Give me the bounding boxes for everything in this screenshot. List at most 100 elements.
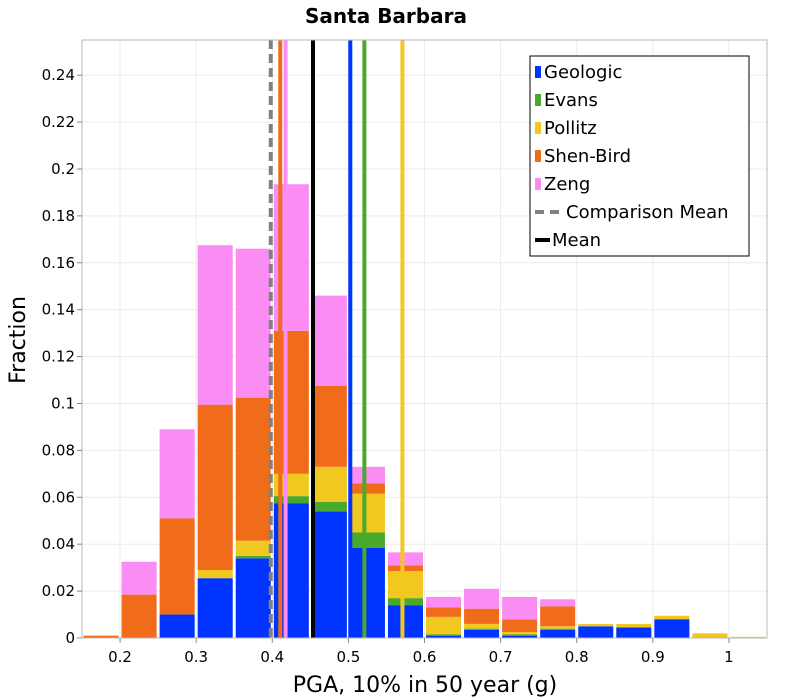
bar-pollitz bbox=[578, 623, 614, 627]
bar-geologic bbox=[464, 629, 500, 638]
x-tick-label: 0.2 bbox=[108, 648, 132, 666]
x-tick-label: 0.6 bbox=[413, 648, 437, 666]
bar-shen-bird bbox=[83, 635, 119, 638]
bar-evans bbox=[311, 501, 347, 512]
bar-shen-bird bbox=[426, 607, 462, 617]
y-tick-label: 0.22 bbox=[42, 113, 75, 131]
chart-title: Santa Barbara bbox=[305, 4, 467, 28]
bar-pollitz bbox=[502, 632, 538, 635]
mean-lines bbox=[268, 40, 405, 638]
bar-zeng bbox=[540, 599, 576, 607]
bar-zeng bbox=[121, 561, 157, 595]
bar-zeng bbox=[311, 295, 347, 386]
y-tick-label: 0.24 bbox=[42, 66, 75, 84]
bar-evans bbox=[540, 628, 576, 630]
bar-zeng bbox=[387, 552, 423, 566]
bar-shen-bird bbox=[197, 404, 233, 570]
y-tick-label: 0.18 bbox=[42, 207, 75, 225]
bar-zeng bbox=[159, 429, 195, 519]
y-tick-label: 0.04 bbox=[42, 535, 75, 553]
x-tick-label: 0.7 bbox=[489, 648, 513, 666]
bar-geologic bbox=[387, 605, 423, 638]
legend-swatch-geologic bbox=[535, 66, 541, 78]
legend-label-comparison-mean: Comparison Mean bbox=[566, 202, 729, 223]
bar-geologic bbox=[654, 619, 690, 638]
bar-pollitz bbox=[654, 615, 690, 620]
x-tick-label: 0.4 bbox=[260, 648, 284, 666]
x-tick-label: 0.9 bbox=[641, 648, 665, 666]
bar-zeng bbox=[426, 596, 462, 608]
bar-shen-bird bbox=[311, 385, 347, 467]
bar-pollitz bbox=[692, 633, 728, 638]
bar-geologic bbox=[311, 511, 347, 638]
bar-geologic bbox=[540, 629, 576, 638]
bar-pollitz bbox=[311, 466, 347, 502]
legend-swatch-shen-bird bbox=[535, 150, 541, 162]
legend-label-evans: Evans bbox=[544, 90, 598, 111]
bar-shen-bird bbox=[464, 608, 500, 624]
legend-label-shen-bird: Shen-Bird bbox=[544, 146, 631, 167]
bar-geologic bbox=[502, 635, 538, 638]
bar-pollitz bbox=[387, 571, 423, 599]
y-tick-label: 0.2 bbox=[51, 160, 75, 178]
bar-pollitz bbox=[730, 636, 766, 638]
bar-shen-bird bbox=[235, 397, 271, 541]
x-axis-title: PGA, 10% in 50 year (g) bbox=[293, 673, 557, 698]
legend-swatch-pollitz bbox=[535, 122, 541, 134]
y-axis-ticks: 0 0.02 0.04 0.06 0.08 0.1 0.12 0.14 0.16 0.18 0.2 0… bbox=[42, 66, 82, 647]
bar-pollitz bbox=[616, 623, 652, 628]
bar-geologic bbox=[426, 635, 462, 638]
x-tick-label: 1 bbox=[724, 648, 734, 666]
legend-label-zeng: Zeng bbox=[544, 174, 590, 195]
bar-evans bbox=[273, 496, 309, 504]
bar-pollitz bbox=[197, 569, 233, 579]
bar-evans bbox=[426, 634, 462, 636]
bar-shen-bird bbox=[159, 518, 195, 615]
legend-swatch-evans bbox=[535, 94, 541, 106]
bar-pollitz bbox=[464, 623, 500, 629]
legend-label-pollitz: Pollitz bbox=[544, 118, 597, 139]
y-tick-label: 0.1 bbox=[51, 394, 75, 412]
legend-box bbox=[529, 55, 750, 257]
bar-shen-bird bbox=[387, 565, 423, 572]
y-tick-label: 0.08 bbox=[42, 441, 75, 459]
bar-pollitz bbox=[349, 493, 385, 533]
y-tick-label: 0 bbox=[65, 629, 75, 647]
bar-pollitz bbox=[426, 616, 462, 635]
bar-geologic bbox=[159, 614, 195, 638]
y-tick-label: 0.12 bbox=[42, 348, 75, 366]
bar-zeng bbox=[235, 248, 271, 398]
y-axis-title: Fraction bbox=[6, 296, 31, 384]
bar-pollitz bbox=[540, 626, 576, 629]
bar-geologic bbox=[578, 626, 614, 638]
bar-geologic bbox=[235, 558, 271, 638]
bar-zeng bbox=[197, 245, 233, 405]
bar-evans bbox=[464, 628, 500, 630]
legend-swatch-zeng bbox=[535, 178, 541, 190]
x-tick-label: 0.5 bbox=[336, 648, 360, 666]
y-tick-label: 0.02 bbox=[42, 582, 75, 600]
bar-zeng bbox=[349, 466, 385, 484]
bar-geologic bbox=[616, 627, 652, 638]
legend: Geologic Evans Pollitz Shen-Bird Zeng Compari… bbox=[529, 55, 750, 257]
legend-label-mean: Mean bbox=[552, 230, 601, 251]
x-tick-label: 0.3 bbox=[184, 648, 208, 666]
y-tick-label: 0.14 bbox=[42, 301, 75, 319]
bar-evans bbox=[349, 532, 385, 548]
bar-geologic bbox=[349, 547, 385, 638]
bar-pollitz bbox=[273, 473, 309, 497]
y-tick-label: 0.16 bbox=[42, 254, 75, 272]
bar-shen-bird bbox=[540, 606, 576, 627]
bar-zeng bbox=[502, 596, 538, 620]
bar-pollitz bbox=[235, 540, 271, 556]
legend-label-geologic: Geologic bbox=[544, 62, 622, 83]
bar-geologic bbox=[197, 578, 233, 638]
bar-shen-bird bbox=[349, 483, 385, 494]
bar-shen-bird bbox=[502, 619, 538, 633]
y-tick-label: 0.06 bbox=[42, 488, 75, 506]
bar-evans bbox=[502, 634, 538, 636]
bar-shen-bird bbox=[121, 594, 157, 638]
bar-zeng bbox=[464, 588, 500, 609]
x-tick-label: 0.8 bbox=[565, 648, 589, 666]
